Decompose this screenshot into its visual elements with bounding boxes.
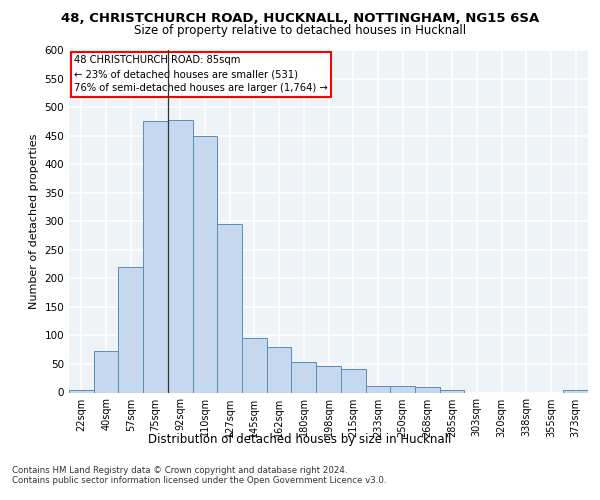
Text: 48, CHRISTCHURCH ROAD, HUCKNALL, NOTTINGHAM, NG15 6SA: 48, CHRISTCHURCH ROAD, HUCKNALL, NOTTING… bbox=[61, 12, 539, 26]
Text: 48 CHRISTCHURCH ROAD: 85sqm
← 23% of detached houses are smaller (531)
76% of se: 48 CHRISTCHURCH ROAD: 85sqm ← 23% of det… bbox=[74, 55, 328, 93]
Bar bbox=[118, 268, 143, 392]
Bar bbox=[415, 387, 440, 392]
Bar bbox=[341, 369, 365, 392]
Bar bbox=[563, 390, 588, 392]
Bar bbox=[143, 122, 168, 392]
Text: Distribution of detached houses by size in Hucknall: Distribution of detached houses by size … bbox=[148, 432, 452, 446]
Bar bbox=[316, 366, 341, 392]
Bar bbox=[242, 338, 267, 392]
Bar bbox=[94, 352, 118, 393]
Text: Size of property relative to detached houses in Hucknall: Size of property relative to detached ho… bbox=[134, 24, 466, 37]
Bar bbox=[69, 390, 94, 392]
Bar bbox=[292, 362, 316, 392]
Bar bbox=[267, 347, 292, 393]
Text: Contains HM Land Registry data © Crown copyright and database right 2024.: Contains HM Land Registry data © Crown c… bbox=[12, 466, 347, 475]
Bar bbox=[390, 386, 415, 392]
Bar bbox=[217, 224, 242, 392]
Text: Contains public sector information licensed under the Open Government Licence v3: Contains public sector information licen… bbox=[12, 476, 386, 485]
Y-axis label: Number of detached properties: Number of detached properties bbox=[29, 134, 39, 309]
Bar bbox=[193, 136, 217, 392]
Bar bbox=[440, 390, 464, 392]
Bar bbox=[365, 386, 390, 392]
Bar bbox=[168, 120, 193, 392]
